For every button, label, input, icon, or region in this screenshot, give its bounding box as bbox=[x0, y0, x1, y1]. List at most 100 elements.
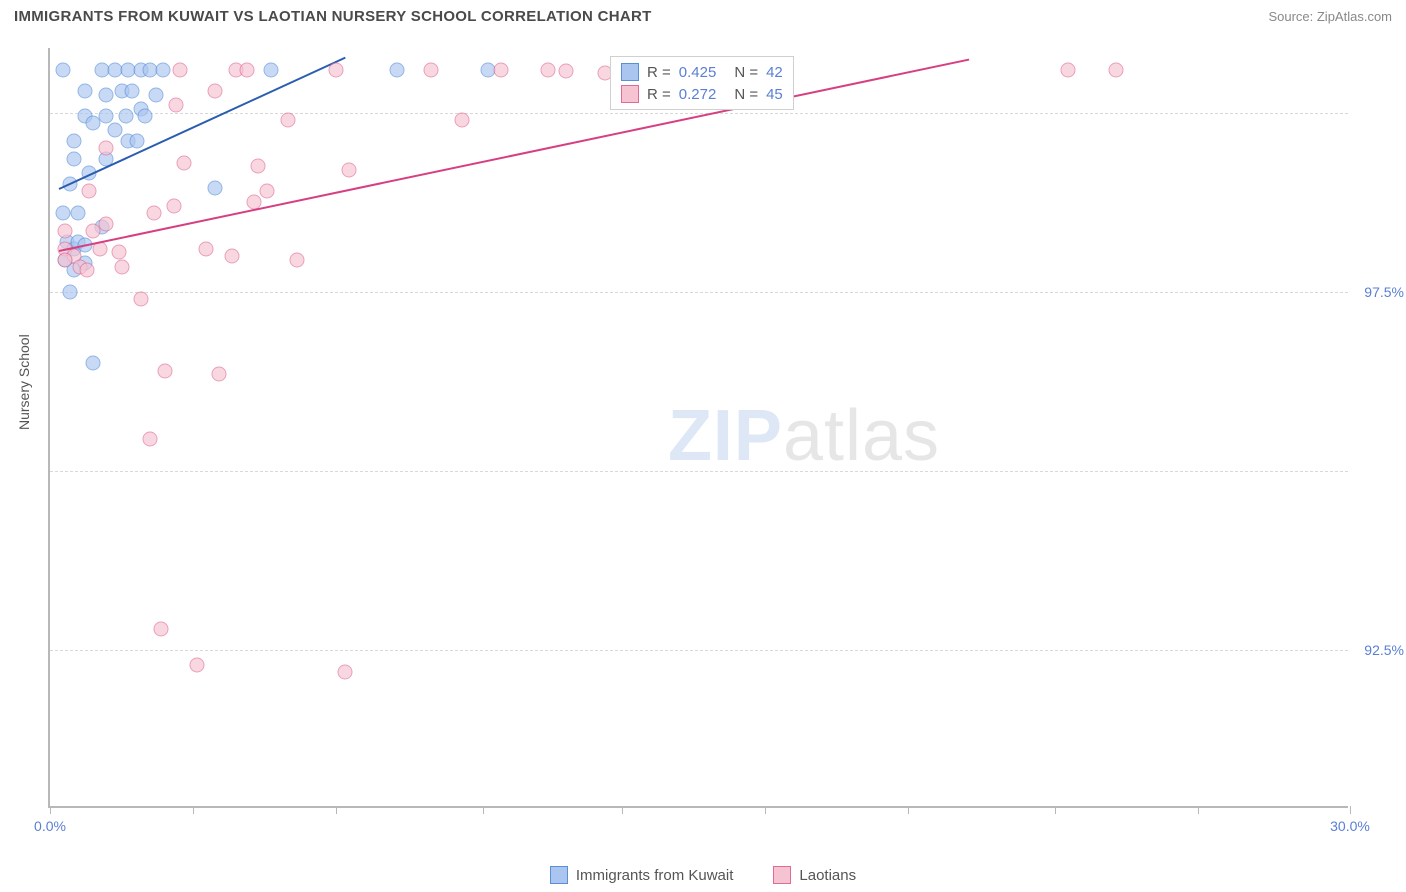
source-label: Source: ZipAtlas.com bbox=[1268, 9, 1392, 24]
data-point bbox=[99, 216, 114, 231]
data-point bbox=[157, 363, 172, 378]
data-point bbox=[259, 184, 274, 199]
x-tick bbox=[1198, 806, 1199, 814]
data-point bbox=[389, 62, 404, 77]
data-point bbox=[79, 263, 94, 278]
data-point bbox=[134, 291, 149, 306]
data-point bbox=[337, 664, 352, 679]
data-point bbox=[207, 180, 222, 195]
data-point bbox=[147, 205, 162, 220]
data-point bbox=[424, 62, 439, 77]
data-point bbox=[558, 63, 573, 78]
x-tick bbox=[1055, 806, 1056, 814]
gridline bbox=[50, 113, 1348, 114]
data-point bbox=[264, 62, 279, 77]
legend-label: Laotians bbox=[799, 867, 856, 884]
x-tick bbox=[50, 806, 51, 814]
gridline bbox=[50, 471, 1348, 472]
data-point bbox=[112, 245, 127, 260]
x-tick-label: 0.0% bbox=[34, 818, 66, 834]
data-point bbox=[541, 62, 556, 77]
data-point bbox=[1109, 62, 1124, 77]
stat-r-value: 0.425 bbox=[679, 64, 717, 81]
legend-item: Laotians bbox=[773, 866, 856, 884]
data-point bbox=[125, 84, 140, 99]
stat-n-label: N = bbox=[734, 86, 758, 103]
data-point bbox=[190, 657, 205, 672]
legend-swatch bbox=[550, 866, 568, 884]
data-point bbox=[142, 431, 157, 446]
data-point bbox=[212, 367, 227, 382]
data-point bbox=[342, 162, 357, 177]
data-point bbox=[114, 259, 129, 274]
data-point bbox=[153, 621, 168, 636]
bottom-legend: Immigrants from Kuwait Laotians bbox=[0, 866, 1406, 884]
y-axis-label: Nursery School bbox=[16, 334, 32, 430]
data-point bbox=[118, 109, 133, 124]
data-point bbox=[454, 112, 469, 127]
y-tick-label: 97.5% bbox=[1364, 284, 1404, 300]
data-point bbox=[77, 84, 92, 99]
data-point bbox=[56, 205, 71, 220]
stat-n-label: N = bbox=[734, 64, 758, 81]
data-point bbox=[1061, 62, 1076, 77]
data-point bbox=[177, 155, 192, 170]
data-point bbox=[199, 241, 214, 256]
x-tick bbox=[765, 806, 766, 814]
data-point bbox=[290, 252, 305, 267]
legend-item: Immigrants from Kuwait bbox=[550, 866, 734, 884]
watermark: ZIPatlas bbox=[668, 395, 940, 477]
stats-row: R = 0.272 N = 45 bbox=[621, 83, 783, 105]
data-point bbox=[62, 284, 77, 299]
y-tick-label: 92.5% bbox=[1364, 642, 1404, 658]
data-point bbox=[168, 98, 183, 113]
data-point bbox=[71, 205, 86, 220]
stat-r-label: R = bbox=[647, 86, 671, 103]
legend-swatch bbox=[621, 85, 639, 103]
x-tick bbox=[1350, 806, 1351, 814]
x-tick bbox=[336, 806, 337, 814]
stat-r-label: R = bbox=[647, 64, 671, 81]
x-tick bbox=[193, 806, 194, 814]
chart-header: IMMIGRANTS FROM KUWAIT VS LAOTIAN NURSER… bbox=[0, 0, 1406, 31]
chart-title: IMMIGRANTS FROM KUWAIT VS LAOTIAN NURSER… bbox=[14, 8, 652, 25]
data-point bbox=[240, 62, 255, 77]
stat-n-value: 42 bbox=[766, 64, 783, 81]
trend-line bbox=[58, 59, 968, 252]
stats-row: R = 0.425 N = 42 bbox=[621, 61, 783, 83]
data-point bbox=[66, 134, 81, 149]
data-point bbox=[108, 123, 123, 138]
stat-n-value: 45 bbox=[766, 86, 783, 103]
legend-swatch bbox=[773, 866, 791, 884]
data-point bbox=[99, 109, 114, 124]
x-tick bbox=[483, 806, 484, 814]
data-point bbox=[155, 62, 170, 77]
data-point bbox=[251, 159, 266, 174]
legend-label: Immigrants from Kuwait bbox=[576, 867, 734, 884]
data-point bbox=[329, 62, 344, 77]
data-point bbox=[173, 62, 188, 77]
data-point bbox=[58, 252, 73, 267]
chart-plot-area: 92.5%97.5%0.0%30.0%ZIPatlasR = 0.425N = … bbox=[48, 48, 1348, 808]
data-point bbox=[129, 134, 144, 149]
data-point bbox=[281, 112, 296, 127]
data-point bbox=[99, 87, 114, 102]
data-point bbox=[99, 141, 114, 156]
data-point bbox=[207, 84, 222, 99]
data-point bbox=[82, 184, 97, 199]
data-point bbox=[138, 109, 153, 124]
data-point bbox=[493, 62, 508, 77]
legend-swatch bbox=[621, 63, 639, 81]
gridline bbox=[50, 292, 1348, 293]
x-tick bbox=[622, 806, 623, 814]
gridline bbox=[50, 650, 1348, 651]
data-point bbox=[149, 87, 164, 102]
stat-r-value: 0.272 bbox=[679, 86, 717, 103]
x-tick bbox=[908, 806, 909, 814]
data-point bbox=[166, 198, 181, 213]
x-tick-label: 30.0% bbox=[1330, 818, 1370, 834]
stats-legend-box: R = 0.425 N = 42 R = 0.272 N = 45 bbox=[610, 56, 794, 110]
data-point bbox=[225, 248, 240, 263]
data-point bbox=[56, 62, 71, 77]
data-point bbox=[86, 116, 101, 131]
